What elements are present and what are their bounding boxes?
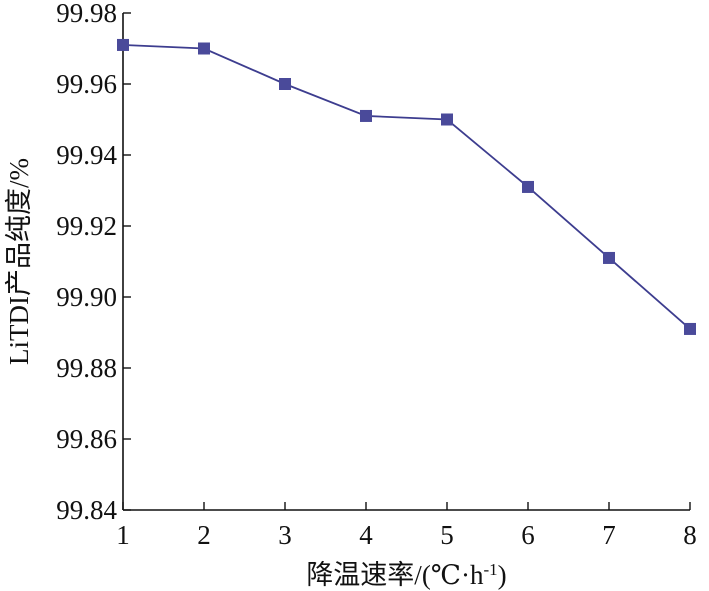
x-tick-label: 8 (683, 520, 697, 550)
x-axis-title-main: 降温速率/(℃·h (306, 560, 484, 590)
x-tick-label: 4 (359, 520, 373, 550)
data-point-marker (603, 251, 615, 264)
y-tick-label: 99.94 (56, 140, 117, 170)
x-axis-title-close: ) (498, 560, 507, 590)
x-tick-label: 7 (602, 520, 616, 550)
axis-titles: 降温速率/(℃·h-1) LiTDI产品纯度/% (4, 158, 507, 590)
data-point-marker (198, 42, 210, 55)
data-point-marker (117, 38, 129, 51)
data-point-marker (360, 109, 372, 122)
ticks: 99.84 99.86 99.88 99.90 99.92 99.94 99.96 99.98… (56, 0, 697, 550)
axes (122, 13, 690, 511)
x-axis-title: 降温速率/(℃·h-1) (306, 560, 506, 591)
data-point-marker (684, 322, 696, 335)
y-axis-title: LiTDI产品纯度/% (4, 158, 34, 365)
x-tick-label: 5 (440, 520, 454, 550)
y-tick-label: 99.86 (56, 424, 117, 454)
y-tick-label: 99.88 (56, 353, 117, 383)
x-tick-label: 1 (116, 520, 130, 550)
series-line (122, 44, 691, 330)
y-tick-label: 99.98 (56, 0, 117, 28)
x-tick-label: 6 (521, 520, 535, 550)
series (117, 38, 696, 335)
y-tick-label: 99.84 (56, 495, 117, 525)
y-tick-label: 99.92 (56, 211, 117, 241)
x-tick-label: 3 (278, 520, 292, 550)
data-point-marker (441, 113, 453, 126)
data-point-marker (522, 180, 534, 193)
x-tick-label: 2 (197, 520, 211, 550)
y-tick-label: 99.90 (56, 282, 117, 312)
y-tick-label: 99.96 (56, 69, 117, 99)
x-axis-title-superscript: -1 (484, 560, 498, 579)
data-point-marker (279, 78, 291, 90)
